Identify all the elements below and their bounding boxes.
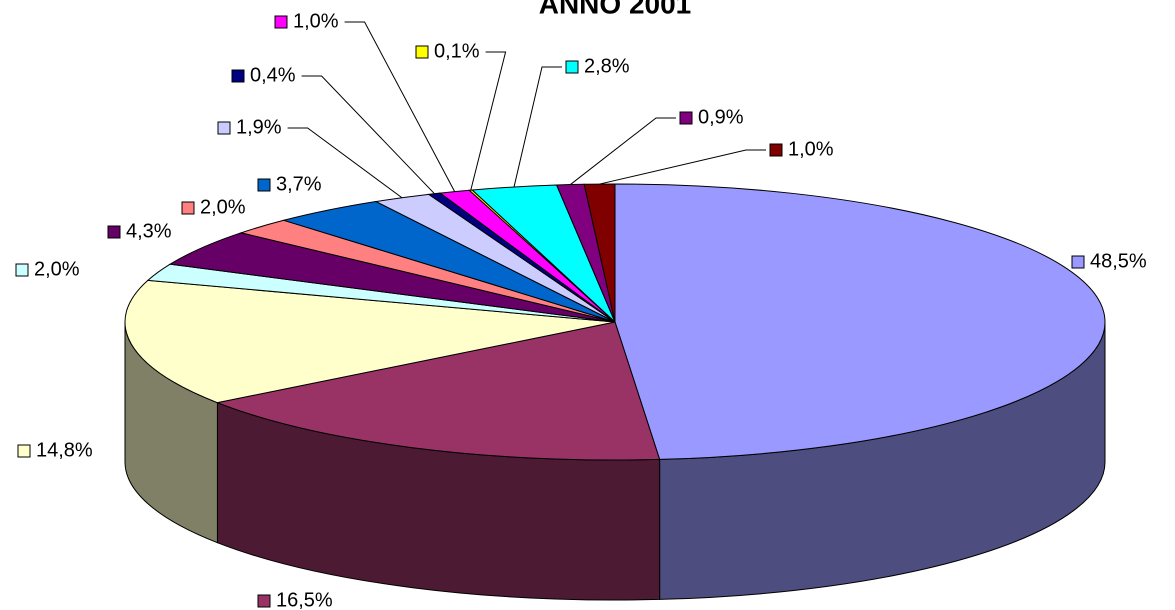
data-label: 2,0% bbox=[200, 196, 246, 218]
label-swatch bbox=[231, 69, 245, 83]
label-swatch bbox=[769, 143, 783, 157]
data-label: 3,7% bbox=[276, 173, 322, 195]
data-label: 1,0% bbox=[293, 10, 339, 32]
label-swatch bbox=[17, 444, 31, 458]
label-swatch bbox=[107, 225, 121, 239]
label-swatch bbox=[181, 201, 195, 215]
chart-title: ANNO 2001 bbox=[539, 0, 692, 19]
data-label: 0,4% bbox=[250, 64, 296, 86]
data-label: 2,8% bbox=[584, 55, 630, 77]
leader-line bbox=[570, 117, 676, 185]
label-swatch bbox=[679, 111, 693, 125]
data-label: 0,9% bbox=[698, 106, 744, 128]
label-swatch bbox=[217, 121, 231, 135]
leader-line bbox=[301, 75, 435, 195]
label-swatch bbox=[1071, 255, 1085, 269]
pie-slice bbox=[124, 279, 616, 404]
leader-line bbox=[513, 66, 562, 188]
leader-line bbox=[599, 149, 766, 185]
label-swatch bbox=[274, 15, 288, 29]
leader-line bbox=[470, 51, 507, 191]
data-label: 14,8% bbox=[36, 439, 93, 461]
data-label: 1,9% bbox=[236, 116, 282, 138]
data-label: 2,0% bbox=[34, 258, 80, 280]
pie-slice bbox=[614, 183, 1106, 460]
leader-line bbox=[287, 127, 403, 199]
label-swatch bbox=[257, 178, 271, 192]
pie-slice bbox=[215, 321, 661, 461]
data-label: 0,1% bbox=[434, 40, 480, 62]
label-swatch bbox=[257, 594, 271, 608]
label-swatch bbox=[565, 60, 579, 74]
data-label: 1,0% bbox=[788, 138, 834, 160]
leader-line bbox=[344, 21, 456, 192]
label-swatch bbox=[415, 45, 429, 59]
data-label: 48,5% bbox=[1090, 250, 1147, 272]
label-swatch bbox=[15, 263, 29, 277]
data-label: 4,3% bbox=[126, 220, 172, 242]
data-label: 16,5% bbox=[276, 589, 333, 610]
